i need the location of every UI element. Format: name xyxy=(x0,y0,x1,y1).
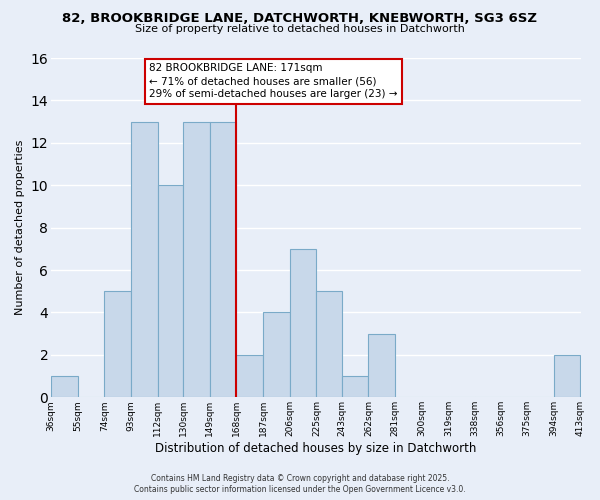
Bar xyxy=(316,292,342,398)
Y-axis label: Number of detached properties: Number of detached properties xyxy=(15,140,25,316)
Bar xyxy=(236,355,263,398)
Text: Size of property relative to detached houses in Datchworth: Size of property relative to detached ho… xyxy=(135,24,465,34)
Bar xyxy=(554,355,580,398)
Bar xyxy=(131,122,158,398)
Text: 82 BROOKBRIDGE LANE: 171sqm
← 71% of detached houses are smaller (56)
29% of sem: 82 BROOKBRIDGE LANE: 171sqm ← 71% of det… xyxy=(149,63,398,100)
Bar xyxy=(158,185,183,398)
Bar xyxy=(368,334,395,398)
Bar xyxy=(210,122,236,398)
Bar xyxy=(342,376,368,398)
Bar xyxy=(263,312,290,398)
Bar xyxy=(51,376,78,398)
Bar xyxy=(183,122,210,398)
Text: Contains HM Land Registry data © Crown copyright and database right 2025.
Contai: Contains HM Land Registry data © Crown c… xyxy=(134,474,466,494)
Text: 82, BROOKBRIDGE LANE, DATCHWORTH, KNEBWORTH, SG3 6SZ: 82, BROOKBRIDGE LANE, DATCHWORTH, KNEBWO… xyxy=(62,12,538,26)
Bar xyxy=(290,249,316,398)
Bar xyxy=(104,292,131,398)
X-axis label: Distribution of detached houses by size in Datchworth: Distribution of detached houses by size … xyxy=(155,442,476,455)
